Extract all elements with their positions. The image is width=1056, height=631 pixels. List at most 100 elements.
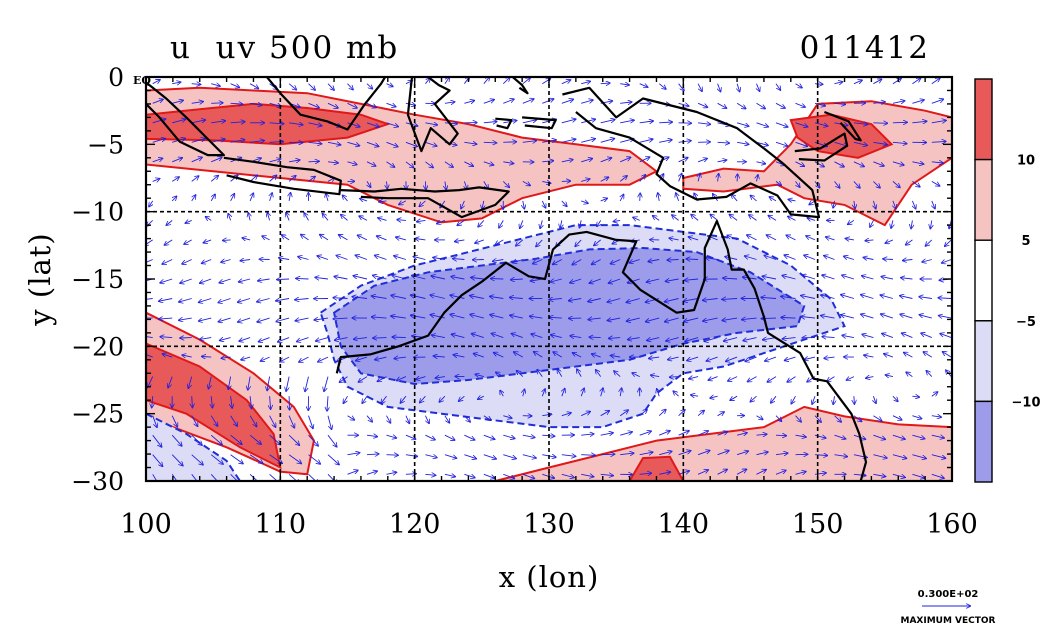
wind-vector bbox=[659, 140, 672, 143]
wind-vector bbox=[318, 356, 329, 362]
wind-vector bbox=[822, 337, 835, 338]
wind-vector bbox=[270, 193, 273, 202]
wind-vector bbox=[620, 432, 632, 436]
wind-vector bbox=[611, 259, 621, 264]
wind-vector bbox=[572, 259, 582, 265]
wind-vector bbox=[883, 259, 893, 260]
wind-vector bbox=[659, 472, 670, 474]
wind-vector bbox=[697, 470, 708, 475]
wind-vector bbox=[182, 259, 192, 264]
wind-vector bbox=[901, 278, 913, 279]
wind-vector bbox=[152, 454, 163, 467]
wind-vector bbox=[912, 162, 923, 164]
wind-vector bbox=[296, 278, 309, 279]
y-axis-label: y (lat) bbox=[23, 232, 57, 326]
wind-vector bbox=[386, 122, 399, 127]
wind-vector bbox=[665, 317, 679, 322]
wind-vector bbox=[846, 239, 854, 240]
wind-vector bbox=[697, 431, 708, 436]
wind-vector bbox=[787, 376, 796, 382]
wind-vector bbox=[522, 435, 535, 437]
wind-vector bbox=[295, 299, 309, 300]
wind-vector bbox=[747, 235, 757, 241]
wind-vector bbox=[165, 239, 173, 245]
coastline-sumatra bbox=[146, 81, 225, 157]
wind-vector bbox=[366, 471, 377, 474]
wind-vector bbox=[678, 83, 684, 91]
wind-vector bbox=[267, 376, 270, 391]
wind-vector bbox=[912, 396, 919, 397]
wind-vector bbox=[397, 220, 406, 221]
wind-vector bbox=[678, 410, 685, 417]
wind-vector bbox=[951, 454, 952, 456]
wind-vector bbox=[659, 431, 670, 436]
wind-vector bbox=[542, 99, 553, 104]
wind-vector bbox=[377, 236, 387, 241]
wind-vector bbox=[219, 317, 231, 322]
wind-vector bbox=[163, 354, 173, 357]
colorbar-swatch bbox=[974, 239, 993, 322]
wind-vector bbox=[834, 141, 848, 146]
wind-vector bbox=[600, 198, 607, 201]
wind-vector bbox=[706, 258, 718, 260]
wind-vector bbox=[795, 472, 806, 475]
wind-vector bbox=[853, 141, 867, 145]
wind-vector bbox=[709, 376, 718, 381]
wind-vector bbox=[853, 80, 862, 83]
colorbar-swatch bbox=[974, 320, 993, 403]
wind-vector bbox=[573, 353, 582, 358]
wind-vector bbox=[286, 376, 290, 391]
wind-vector bbox=[824, 357, 835, 358]
wind-vector bbox=[609, 338, 621, 339]
wind-vector bbox=[308, 454, 321, 464]
wind-vector bbox=[221, 260, 231, 263]
wind-vector bbox=[483, 142, 497, 143]
coastline-borneo bbox=[266, 77, 387, 131]
wind-vector bbox=[912, 100, 923, 104]
wind-vector bbox=[736, 102, 745, 108]
wind-vector bbox=[401, 395, 407, 403]
wind-vector bbox=[864, 355, 874, 357]
wind-vector bbox=[432, 335, 445, 338]
wind-vector bbox=[464, 434, 474, 440]
wind-vector bbox=[366, 141, 378, 146]
wind-vector bbox=[600, 454, 615, 455]
wind-vector bbox=[931, 181, 940, 185]
wind-vector bbox=[581, 474, 593, 476]
wind-vector bbox=[756, 142, 768, 145]
wind-vector bbox=[211, 121, 225, 123]
wind-vector bbox=[386, 472, 397, 474]
wind-vector bbox=[277, 279, 290, 280]
wind-vector bbox=[464, 415, 470, 422]
title-left: u uv 500 mb bbox=[170, 30, 399, 66]
wind-vector bbox=[502, 77, 509, 85]
wind-vector bbox=[386, 435, 397, 438]
wind-vector bbox=[425, 474, 435, 475]
wind-vector bbox=[249, 83, 258, 89]
wind-vector bbox=[186, 220, 192, 223]
wind-vector bbox=[148, 376, 154, 388]
wind-vector bbox=[580, 220, 582, 227]
wind-vector bbox=[620, 388, 621, 397]
title-right: 011412 bbox=[800, 30, 930, 66]
wind-vector bbox=[289, 160, 300, 162]
wind-vector bbox=[848, 220, 855, 224]
wind-vector bbox=[757, 175, 758, 182]
wind-vector bbox=[703, 299, 718, 301]
wind-vector bbox=[892, 395, 898, 401]
wind-vector bbox=[768, 376, 777, 382]
wind-vector bbox=[231, 396, 233, 408]
wind-vector bbox=[483, 77, 490, 84]
wind-vector bbox=[620, 84, 629, 85]
wind-vector bbox=[795, 141, 808, 146]
wind-vector bbox=[710, 396, 718, 398]
wind-vector bbox=[834, 455, 848, 457]
wind-vector bbox=[530, 316, 543, 318]
wind-vector bbox=[718, 83, 721, 92]
wind-vector bbox=[425, 434, 434, 440]
wind-vector bbox=[945, 239, 952, 246]
wind-vector bbox=[499, 220, 504, 227]
wind-vector bbox=[258, 279, 270, 281]
wind-vector bbox=[417, 220, 426, 221]
wind-vector bbox=[199, 298, 212, 303]
